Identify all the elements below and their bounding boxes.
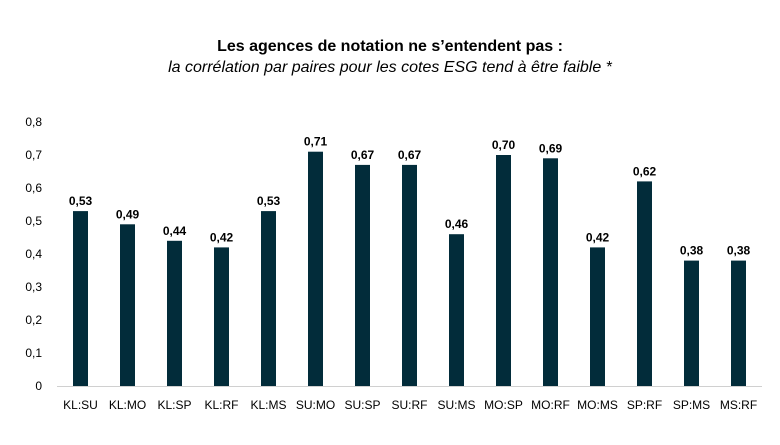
data-label: 0,67 [351,148,375,162]
bar-sp-rf [637,181,652,386]
bar-kl-mo [120,224,135,386]
bar-kl-ms [261,211,276,386]
y-tick-label: 0,3 [25,280,42,294]
data-label: 0,49 [116,207,140,221]
y-tick-label: 0,4 [25,247,42,261]
data-label: 0,38 [680,244,704,258]
data-label: 0,44 [163,224,187,238]
x-tick-label: KL:RF [204,398,238,412]
bar-ms-rf [731,260,746,386]
x-tick-label: MO:SP [484,398,523,412]
x-tick-label: SU:MS [437,398,475,412]
x-tick-label: KL:SU [63,398,98,412]
y-tick-label: 0,5 [25,214,42,228]
bar-su-rf [402,164,417,386]
data-label: 0,62 [633,164,657,178]
y-tick-label: 0,6 [25,181,42,195]
x-tick-label: SU:MO [296,398,335,412]
data-label: 0,71 [304,135,328,149]
y-tick-label: 0 [35,379,42,393]
x-tick-label: KL:MS [250,398,286,412]
data-label: 0,53 [69,194,93,208]
x-tick-label: SP:MS [673,398,710,412]
bar-mo-sp [496,155,511,386]
x-tick-label: MO:RF [531,398,570,412]
x-tick-label: MS:RF [720,398,757,412]
data-label: 0,38 [727,244,751,258]
bar-kl-su [73,211,88,386]
x-tick-label: KL:MO [109,398,146,412]
data-label: 0,42 [586,230,610,244]
bar-kl-rf [214,247,229,386]
bar-su-sp [355,164,370,386]
data-label: 0,70 [492,138,516,152]
bar-sp-ms [684,260,699,386]
data-label: 0,46 [445,217,469,231]
x-tick-label: SP:RF [627,398,662,412]
chart-header: Les agences de notation ne s’entendent p… [0,36,780,78]
bar-mo-rf [543,158,558,386]
data-label: 0,67 [398,148,422,162]
y-tick-label: 0,8 [25,115,42,129]
bar-mo-ms [590,247,605,386]
y-tick-label: 0,2 [25,313,42,327]
data-label: 0,42 [210,230,234,244]
chart-title: Les agences de notation ne s’entendent p… [217,38,563,55]
data-label: 0,53 [257,194,281,208]
bar-kl-sp [167,240,182,386]
x-tick-label: SU:RF [392,398,428,412]
x-tick-label: MO:MS [577,398,618,412]
y-tick-label: 0,7 [25,148,42,162]
x-tick-label: KL:SP [157,398,191,412]
chart-subtitle: la corrélation par paires pour les cotes… [168,59,612,76]
x-tick-label: SU:SP [344,398,380,412]
data-label: 0,69 [539,141,563,155]
bar-su-ms [449,234,464,386]
y-tick-label: 0,1 [25,346,42,360]
bar-su-mo [308,151,323,386]
